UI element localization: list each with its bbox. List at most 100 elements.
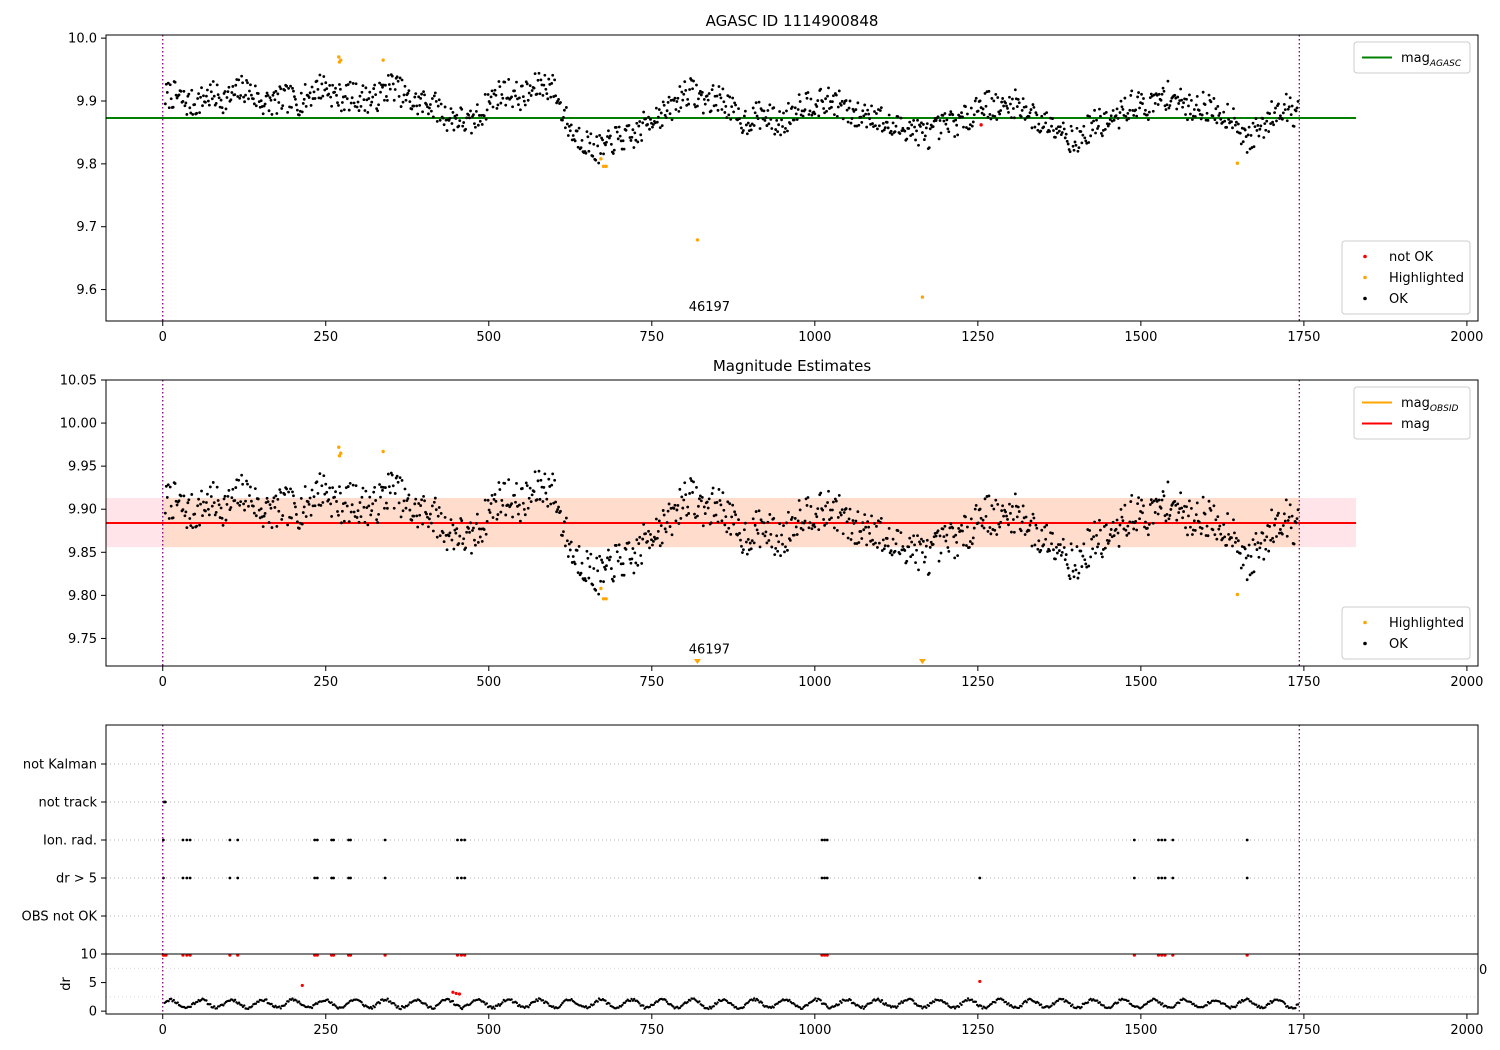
estimates-ok-point bbox=[887, 526, 891, 530]
estimates-ok-point bbox=[1132, 527, 1136, 531]
estimates-ok-point bbox=[193, 512, 197, 516]
estimates-ok-point bbox=[997, 522, 1001, 526]
estimates-ok-point bbox=[448, 531, 452, 535]
estimates-ok-point bbox=[1274, 517, 1277, 521]
estimates-ok-point bbox=[373, 485, 377, 489]
agasc-ok-point bbox=[755, 114, 759, 118]
agasc-ok-point bbox=[859, 115, 863, 119]
estimates-ok-point bbox=[635, 538, 639, 542]
estimates-ok-point bbox=[490, 493, 494, 497]
agasc-ok-point bbox=[246, 81, 249, 85]
estimates-ok-point bbox=[206, 492, 209, 496]
agasc-ok-point bbox=[832, 94, 835, 98]
agasc-ok-point bbox=[292, 89, 295, 93]
estimates-ok-point bbox=[594, 588, 598, 592]
agasc-ok-point bbox=[1156, 103, 1160, 106]
dr-point bbox=[623, 1001, 627, 1004]
agasc-ok-point bbox=[1055, 127, 1058, 131]
agasc-ok-point bbox=[428, 106, 431, 110]
dr-point bbox=[447, 998, 451, 1001]
agasc-ok-point bbox=[1116, 116, 1120, 120]
estimates-ok-point bbox=[369, 513, 373, 517]
estimates-ok-point bbox=[960, 523, 963, 527]
estimates-ok-point bbox=[1106, 542, 1110, 545]
dr-point bbox=[953, 1007, 957, 1010]
dr-point bbox=[419, 999, 422, 1003]
agasc-ok-point bbox=[1157, 92, 1161, 96]
estimates-ok-point bbox=[1280, 532, 1284, 536]
agasc-ok-point bbox=[1043, 112, 1047, 116]
agasc-ok-point bbox=[189, 111, 193, 115]
agasc-ok-point bbox=[167, 106, 171, 110]
estimates-ok-point bbox=[316, 491, 320, 495]
dr-point bbox=[279, 1007, 282, 1010]
estimates-ok-point bbox=[1194, 513, 1198, 517]
estimates-ok-point bbox=[474, 543, 477, 547]
estimates-ok-point bbox=[1209, 508, 1213, 512]
agasc-ok-point bbox=[503, 80, 507, 84]
agasc-legend-bottom bbox=[1341, 240, 1471, 315]
estimates-ok-point bbox=[429, 521, 433, 525]
estimates-ok-point bbox=[473, 538, 476, 542]
agasc-ok-point bbox=[1215, 121, 1219, 125]
estimates-ok-point bbox=[716, 520, 720, 524]
flags-point bbox=[383, 838, 387, 842]
estimates-ok-point bbox=[1117, 544, 1121, 548]
agasc-ok-point bbox=[762, 109, 766, 113]
agasc-highlighted-point bbox=[599, 157, 603, 161]
estimates-ok-point bbox=[1159, 506, 1163, 510]
agasc-ok-point bbox=[461, 124, 465, 128]
agasc-ok-point bbox=[1128, 108, 1132, 112]
estimates-ok-point bbox=[1020, 520, 1024, 524]
estimates-ok-point bbox=[303, 485, 307, 488]
agasc-ok-point bbox=[523, 103, 527, 107]
estimates-ok-point bbox=[310, 488, 314, 492]
agasc-ok-point bbox=[684, 88, 688, 92]
estimates-ok-point bbox=[343, 501, 347, 505]
agasc-ok-point bbox=[518, 96, 521, 100]
estimates-ok-point bbox=[383, 506, 386, 510]
estimates-ok-point bbox=[495, 517, 499, 521]
dr-point bbox=[246, 1007, 250, 1011]
dr-point bbox=[196, 1000, 199, 1004]
agasc-ok-point bbox=[616, 137, 620, 141]
agasc-ok-point bbox=[373, 83, 377, 87]
dr-point bbox=[501, 1001, 504, 1004]
estimates-ok-point bbox=[436, 514, 440, 518]
dr-point bbox=[1247, 997, 1250, 1001]
estimates-ok-point bbox=[179, 494, 183, 498]
estimates-ok-point bbox=[1067, 574, 1071, 578]
agasc-ok-point bbox=[1200, 113, 1204, 117]
estimates-ok-point bbox=[1098, 518, 1101, 522]
estimates-ok-point bbox=[248, 494, 251, 497]
dr-point bbox=[1025, 1001, 1028, 1004]
estimates-ok-point bbox=[1044, 537, 1048, 541]
agasc-highlighted-point bbox=[381, 58, 385, 62]
agasc-ok-point bbox=[651, 125, 654, 129]
dr-point bbox=[884, 1002, 888, 1005]
estimates-ok-point bbox=[304, 515, 308, 518]
agasc-ok-point bbox=[718, 93, 722, 97]
estimates-ok-point bbox=[547, 477, 551, 481]
agasc-ok-point bbox=[819, 87, 823, 91]
estimates-ok-point bbox=[1166, 480, 1170, 484]
estimates-ok-point bbox=[1015, 515, 1019, 519]
agasc-ok-point bbox=[787, 101, 790, 105]
agasc-ok-point bbox=[1007, 110, 1010, 114]
estimates-ok-point bbox=[1094, 551, 1097, 555]
agasc-ok-point bbox=[1234, 123, 1237, 127]
agasc-ok-point bbox=[666, 100, 670, 104]
estimates-ok-point bbox=[306, 500, 310, 504]
agasc-ok-point bbox=[971, 120, 975, 124]
agasc-legend-bottom-label: not OK bbox=[1389, 250, 1434, 265]
agasc-ok-point bbox=[193, 103, 197, 106]
agasc-ok-point bbox=[1238, 131, 1242, 135]
estimates-ok-point bbox=[652, 540, 655, 543]
dr-point bbox=[393, 1002, 396, 1005]
estimates-ok-point bbox=[516, 504, 519, 508]
agasc-ok-point bbox=[500, 93, 504, 96]
agasc-ok-point bbox=[475, 103, 479, 107]
estimates-ok-point bbox=[431, 529, 435, 533]
estimates-ok-point bbox=[259, 507, 263, 511]
agasc-ok-point bbox=[467, 113, 470, 117]
